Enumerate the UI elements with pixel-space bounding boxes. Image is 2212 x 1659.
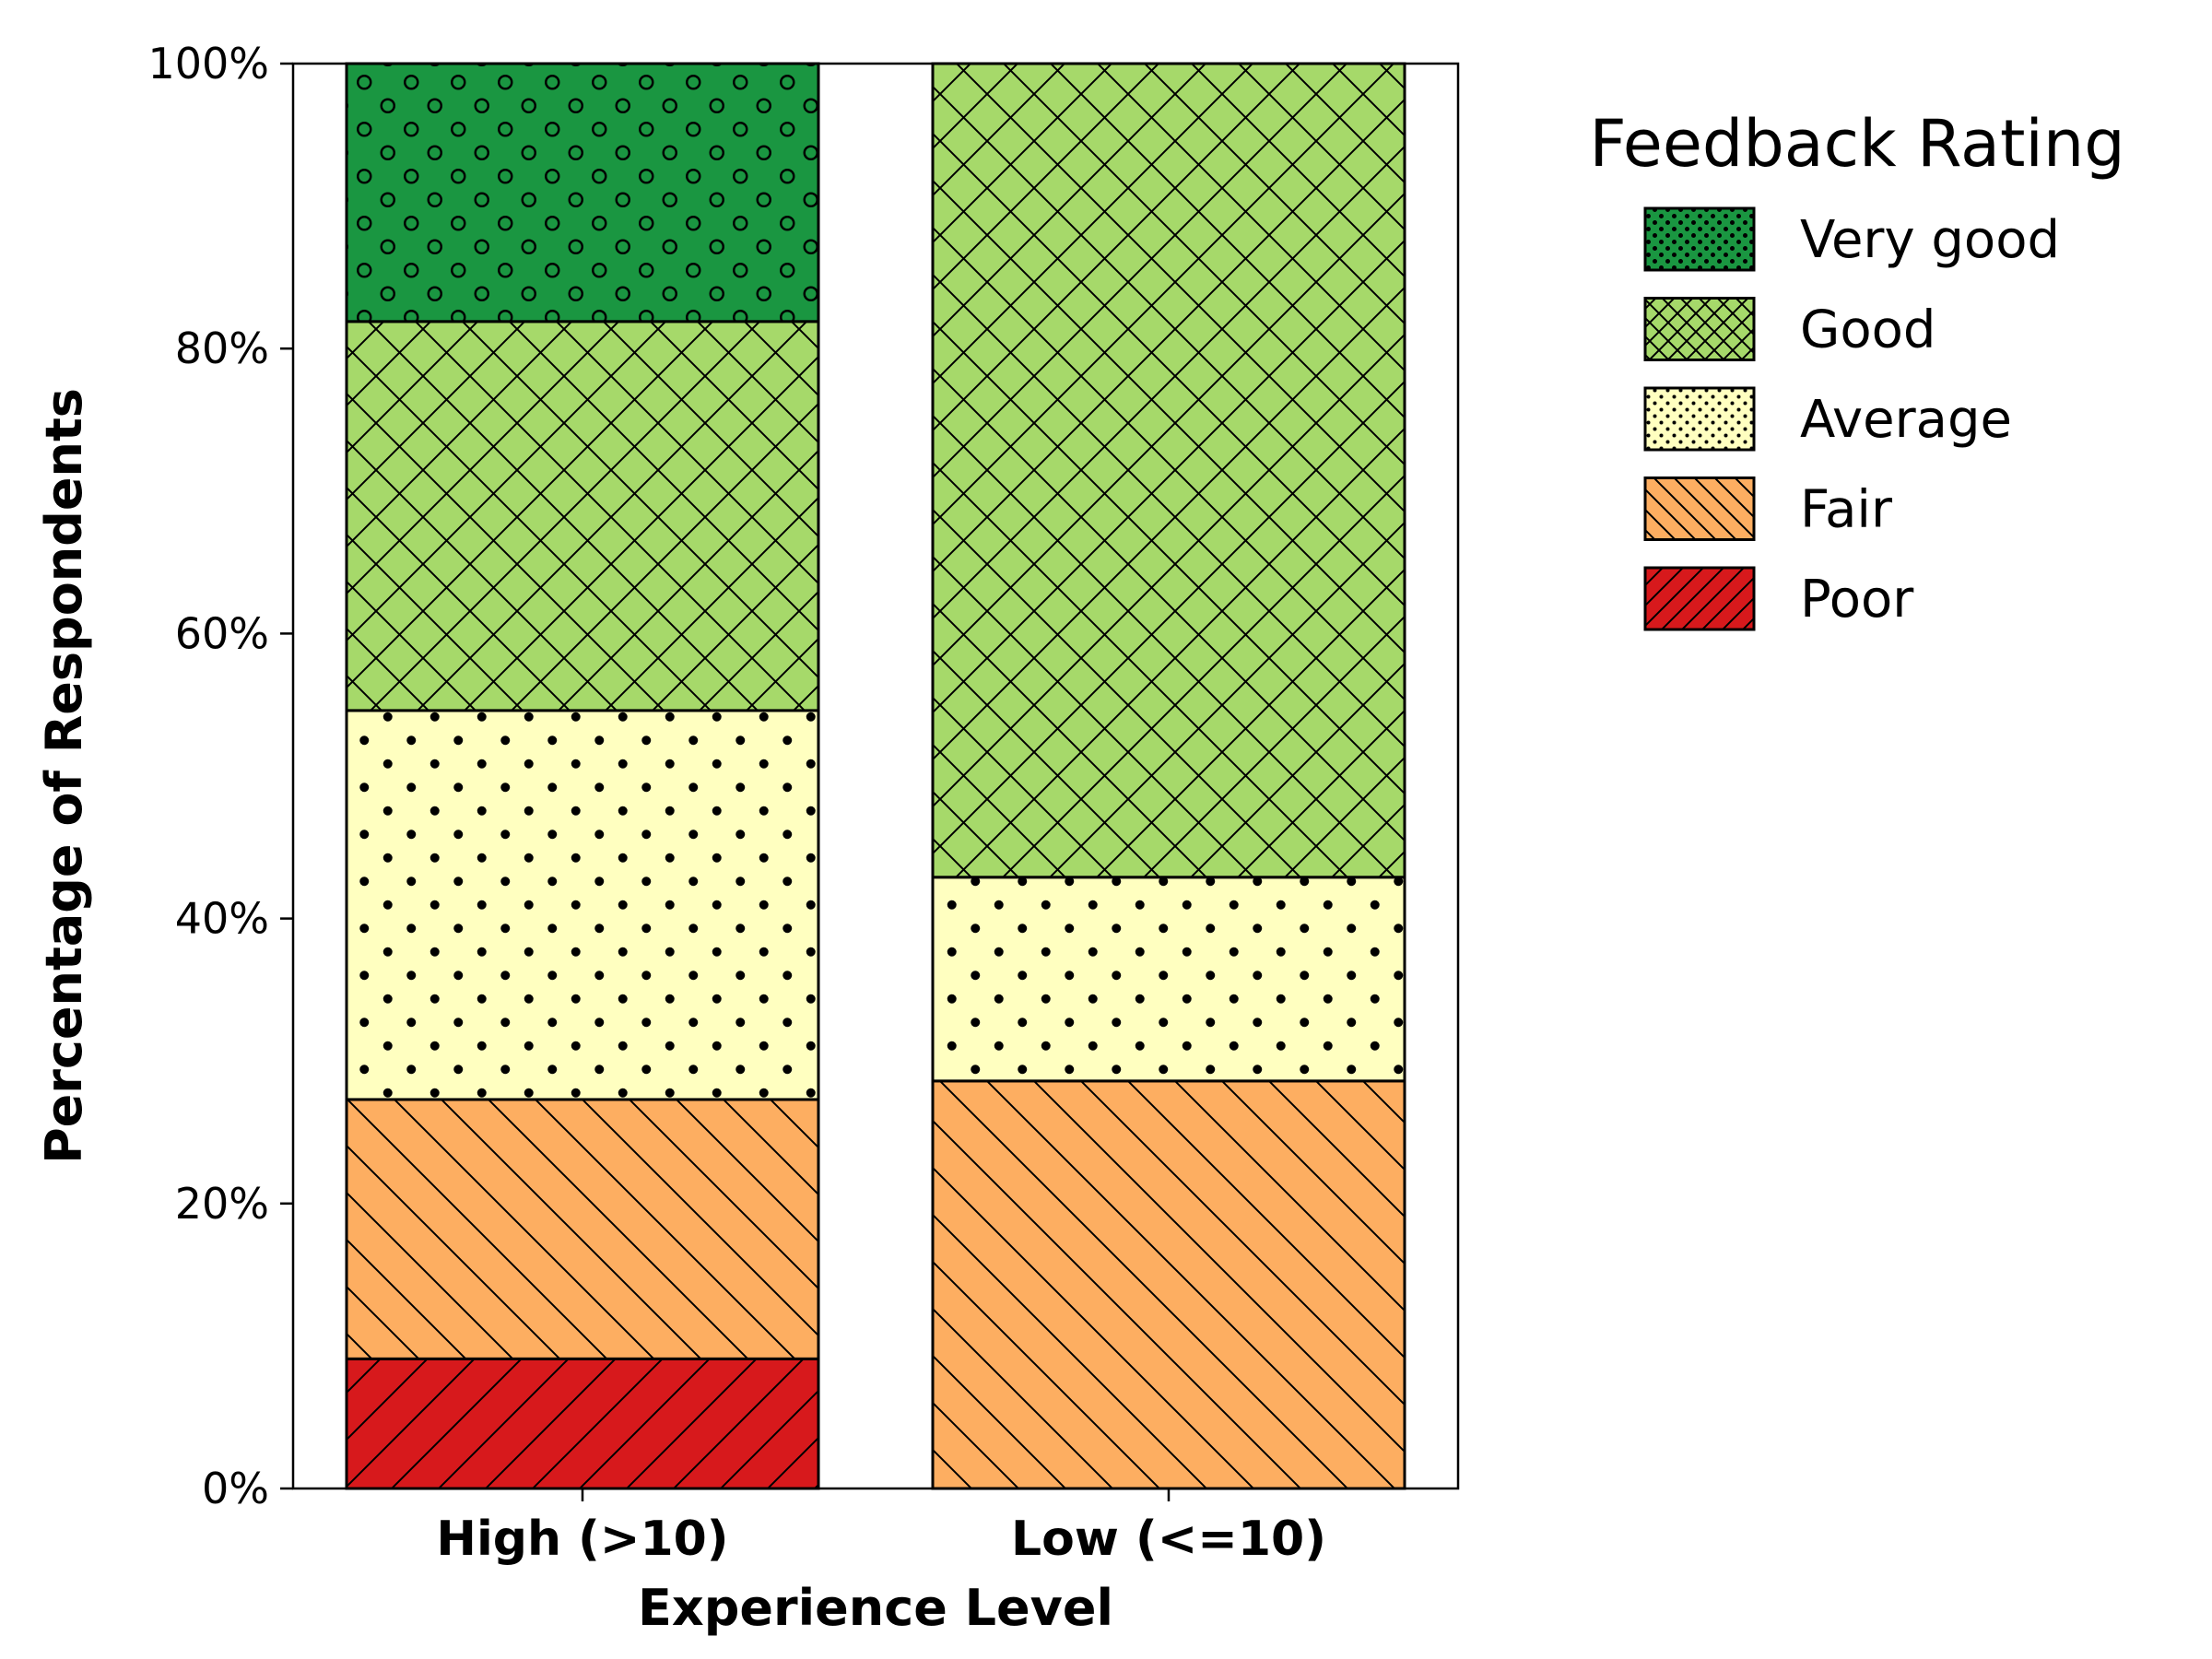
x-axis: High (>10) Low (<=10): [436, 1488, 1326, 1567]
legend-swatch: [1643, 566, 1756, 631]
legend-swatch: [1643, 477, 1756, 541]
y-tick-label: 60%: [175, 608, 269, 658]
bar-segment-very-good-high-10: [345, 62, 820, 324]
legend-swatch: [1643, 386, 1756, 452]
bar-segment-fair-low-10: [931, 1079, 1406, 1490]
y-axis: 0% 20% 40% 60% 80% 100%: [147, 39, 293, 1513]
y-tick-label: 100%: [147, 39, 269, 88]
bar-segment-good-low-10: [931, 62, 1406, 879]
legend-item-average: Average: [1643, 386, 2012, 452]
legend-item-poor: Poor: [1643, 566, 1914, 631]
x-tick-label: High (>10): [436, 1512, 728, 1567]
legend-swatch: [1643, 297, 1756, 361]
legend-item-very-good: Very good: [1643, 206, 2060, 272]
legend: Feedback Rating Very good Good Average Fair…: [1589, 106, 2125, 631]
legend-swatch: [1643, 206, 1756, 272]
bar-hatch: [345, 320, 820, 712]
y-tick-label: 20%: [175, 1179, 269, 1229]
x-axis-title: Experience Level: [638, 1579, 1113, 1637]
bar-hatch: [931, 876, 1406, 1083]
bar-segment-average-low-10: [931, 876, 1406, 1083]
bar-hatch: [345, 709, 820, 1101]
bar-segment-good-high-10: [345, 320, 820, 712]
y-axis-title: Percentage of Respondents: [35, 388, 93, 1164]
legend-title: Feedback Rating: [1589, 106, 2124, 182]
bar-hatch: [931, 62, 1406, 879]
y-tick-label: 40%: [175, 894, 269, 944]
bar-hatch: [345, 1357, 820, 1490]
legend-item-fair: Fair: [1643, 477, 1893, 541]
bar-segment-fair-high-10: [345, 1098, 820, 1360]
legend-label: Poor: [1800, 570, 1914, 629]
bar-segment-average-high-10: [345, 709, 820, 1101]
bar-hatch: [931, 1079, 1406, 1490]
plot-area-frame: [291, 62, 1460, 1490]
legend-label: Average: [1800, 390, 2012, 450]
bar-hatch: [345, 1098, 820, 1360]
bar-segment-poor-high-10: [345, 1357, 820, 1490]
y-tick-label: 80%: [175, 324, 269, 373]
bar-hatch: [345, 62, 820, 324]
legend-label: Very good: [1800, 210, 2060, 270]
x-tick-label: Low (<=10): [1011, 1512, 1326, 1567]
y-tick-label: 0%: [202, 1464, 269, 1513]
bars-layer: [345, 62, 1406, 1490]
legend-label: Fair: [1800, 480, 1893, 540]
legend-label: Good: [1800, 300, 1936, 360]
legend-item-good: Good: [1643, 297, 1936, 361]
